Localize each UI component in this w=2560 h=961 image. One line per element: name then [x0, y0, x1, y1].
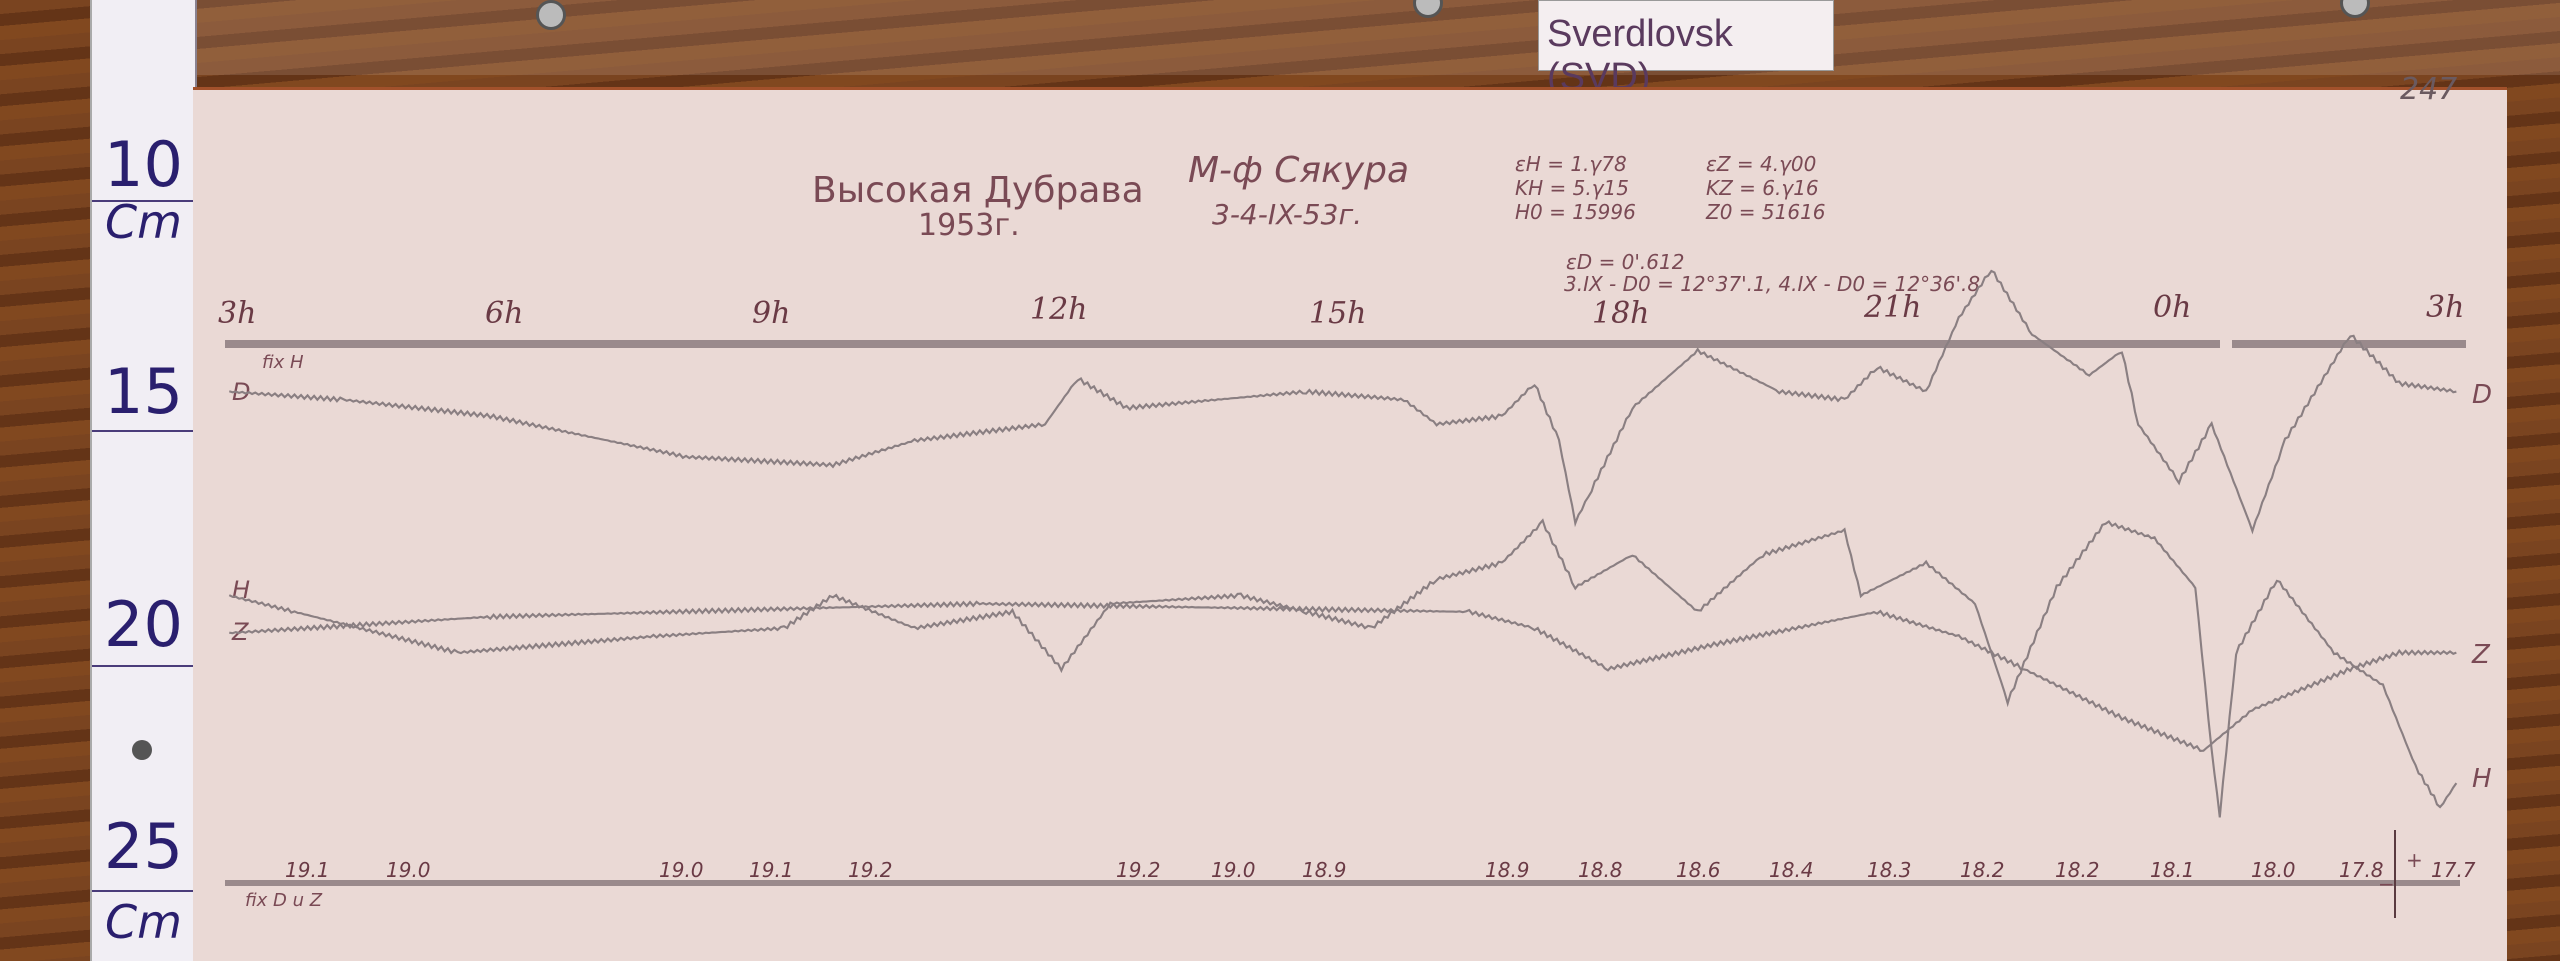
bottom-baseline — [225, 880, 2460, 886]
scale-minus: − — [2378, 872, 2395, 896]
ruler-tick — [92, 430, 195, 432]
record-date: 3-4-IX-53г. — [1212, 198, 1363, 231]
screw — [2340, 0, 2370, 18]
param-z0: Z0 = 51616 — [1706, 200, 1826, 224]
bottom-value: 19.2 — [1116, 858, 1161, 882]
bottom-value: 18.8 — [1578, 858, 1623, 882]
year: 1953г. — [918, 208, 1020, 243]
hour-label: 15h — [1309, 296, 1367, 331]
ruler-mark-15: 15 — [104, 355, 183, 428]
bottom-value: 18.2 — [2055, 858, 2100, 882]
scale-plus: + — [2406, 848, 2423, 872]
trace-label-h: H — [2472, 764, 2492, 794]
trace-z — [229, 600, 2457, 752]
hour-label: 12h — [1030, 292, 1088, 327]
bottom-value: 18.4 — [1769, 858, 1814, 882]
bottom-value: 18.0 — [2251, 858, 2296, 882]
trace-d — [228, 269, 2457, 535]
glass-cover — [193, 0, 2560, 75]
hour-label: 21h — [1864, 290, 1922, 325]
sheet-number: 247 — [2400, 72, 2458, 107]
observer: М-ф Сякура — [1188, 150, 1410, 191]
param-ed: εD = 0'.612 — [1566, 250, 1685, 274]
time-baseline — [2232, 340, 2466, 348]
hour-label: 9h — [752, 296, 791, 331]
fix-h-note: fix H — [262, 352, 304, 373]
bottom-value: 19.0 — [1211, 858, 1256, 882]
ruler-mark-20: 20 — [104, 588, 183, 661]
cm-ruler: 10 Cm 15 20 25 Cm — [90, 0, 197, 961]
param-d0: 3.IX - D0 = 12°37'.1, 4.IX - D0 = 12°36'… — [1564, 272, 1981, 296]
screw — [1413, 0, 1443, 18]
ruler-tick — [92, 200, 195, 202]
bottom-value: 19.0 — [386, 858, 431, 882]
param-ez: εZ = 4.γ00 — [1706, 152, 1817, 176]
param-kh: KH = 5.γ15 — [1515, 176, 1629, 200]
hour-label: 6h — [485, 296, 524, 331]
ruler-tick — [92, 890, 195, 892]
station-label-card: Sverdlovsk (SVD) — [1538, 0, 1834, 98]
ruler-mark-10: 10 — [104, 128, 183, 201]
ruler-hole — [132, 740, 152, 760]
time-baseline — [225, 340, 2220, 348]
bottom-value: 18.6 — [1676, 858, 1721, 882]
station-name: Высокая Дубрава — [812, 170, 1144, 211]
hour-label: 18h — [1592, 296, 1650, 331]
fix-dz-note: fix D u Z — [245, 890, 323, 911]
bottom-value: 18.9 — [1485, 858, 1530, 882]
param-eh: εH = 1.γ78 — [1515, 152, 1627, 176]
bottom-value: 19.0 — [659, 858, 704, 882]
trace-h — [228, 518, 2458, 818]
param-kz: KZ = 6.γ16 — [1706, 176, 1819, 200]
scale-arrow — [2394, 830, 2396, 918]
bottom-value: 18.2 — [1960, 858, 2005, 882]
bottom-value: 19.2 — [848, 858, 893, 882]
bottom-value: 19.1 — [749, 858, 794, 882]
trace-label-z: Z — [2472, 640, 2490, 670]
ruler-mark-25: 25 — [104, 810, 183, 883]
param-h0: H0 = 15996 — [1515, 200, 1636, 224]
bottom-value: 18.3 — [1867, 858, 1912, 882]
bottom-value: 19.1 — [285, 858, 330, 882]
ruler-unit: Cm — [105, 895, 182, 949]
bottom-value: 17.8 — [2339, 858, 2384, 882]
hour-label: 3h — [218, 296, 257, 331]
bottom-value: 17.7 — [2431, 858, 2476, 882]
ruler-unit: Cm — [105, 195, 182, 249]
bottom-value: 18.1 — [2150, 858, 2195, 882]
screw — [536, 0, 566, 30]
bottom-value: 18.9 — [1302, 858, 1347, 882]
ruler-tick — [92, 665, 195, 667]
trace-label-d: D — [2472, 380, 2493, 410]
hour-label: 3h — [2426, 290, 2465, 325]
hour-label: 0h — [2153, 290, 2192, 325]
